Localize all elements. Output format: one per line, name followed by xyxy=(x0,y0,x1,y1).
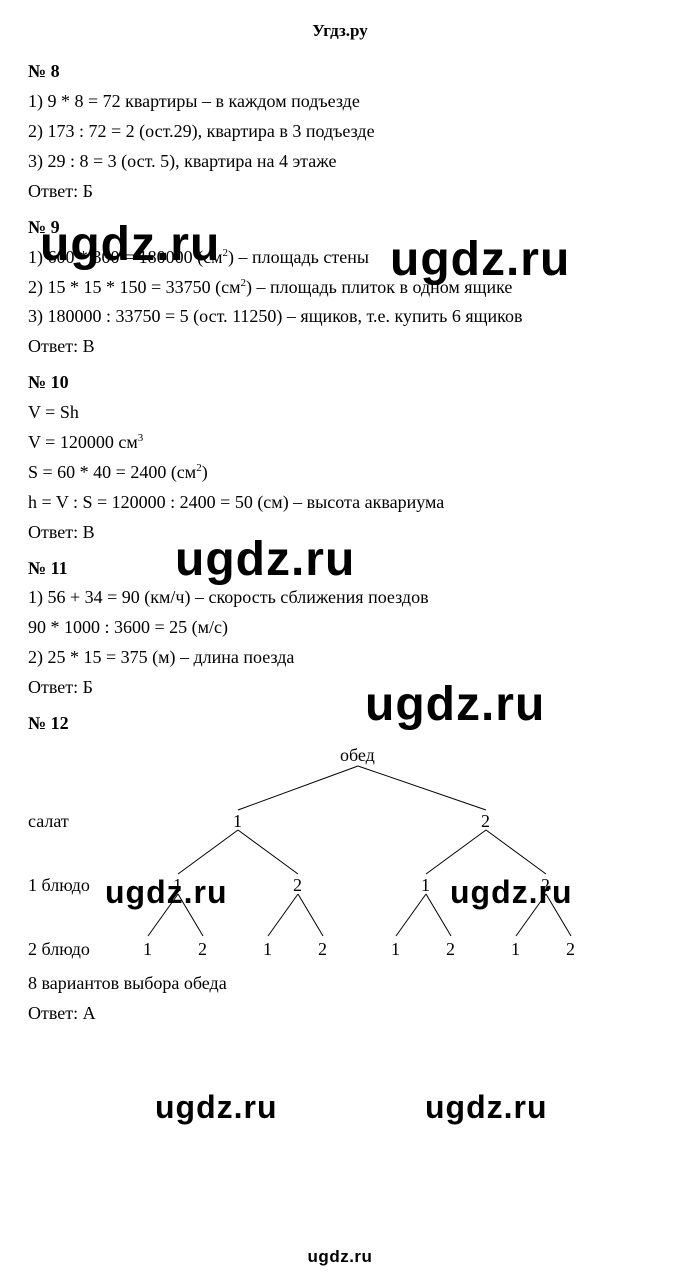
p11-line1: 1) 56 + 34 = 90 (км/ч) – скорость сближе… xyxy=(28,584,652,612)
tree-svg xyxy=(28,744,648,964)
p9-line2: 2) 15 * 15 * 150 = 33750 (см2) – площадь… xyxy=(28,274,652,302)
p9-line1: 1) 600 * 300 = 180000 (см2) – площадь ст… xyxy=(28,244,652,272)
tree-row1-label: салат xyxy=(28,808,69,836)
tree-l3: 1 xyxy=(263,936,272,964)
p10-l3b: ) xyxy=(202,462,208,482)
tree-n11: 1 xyxy=(173,872,182,900)
p10-answer: Ответ: В xyxy=(28,519,652,547)
p9-l2a: 2) 15 * 15 * 150 = 33750 (см xyxy=(28,277,241,297)
p8-line2: 2) 173 : 72 = 2 (ост.29), квартира в 3 п… xyxy=(28,118,652,146)
p9-l2b: ) – площадь плиток в одном ящике xyxy=(246,277,512,297)
page-header: Угдз.ру xyxy=(28,18,652,44)
p9-line3: 3) 180000 : 33750 = 5 (ост. 11250) – ящи… xyxy=(28,303,652,331)
p10-line4: h = V : S = 120000 : 2400 = 50 (см) – вы… xyxy=(28,489,652,517)
p10-l2a: V = 120000 см xyxy=(28,432,138,452)
tree-l8: 2 xyxy=(566,936,575,964)
p10-line2: V = 120000 см3 xyxy=(28,429,652,457)
p9-l1b: ) – площадь стены xyxy=(228,247,369,267)
p9-title: № 9 xyxy=(28,214,652,242)
watermark-7: ugdz.ru xyxy=(155,1083,278,1133)
p10-title: № 10 xyxy=(28,369,652,397)
p12-tree: обед салат 1 блюдо 2 блюдо 1 2 1 2 1 2 1… xyxy=(28,744,652,964)
p11-title: № 11 xyxy=(28,555,652,583)
tree-l6: 2 xyxy=(446,936,455,964)
p10-line3: S = 60 * 40 = 2400 (см2) xyxy=(28,459,652,487)
p10-l3a: S = 60 * 40 = 2400 (см xyxy=(28,462,196,482)
tree-l7: 1 xyxy=(511,936,520,964)
p8-title: № 8 xyxy=(28,58,652,86)
tree-row3-label: 2 блюдо xyxy=(28,936,90,964)
p10-l2-exp: 3 xyxy=(138,432,144,444)
p10-line1: V = Sh xyxy=(28,399,652,427)
tree-n1: 1 xyxy=(233,808,242,836)
p12-summary: 8 вариантов выбора обеда xyxy=(28,970,652,998)
tree-n22: 2 xyxy=(541,872,550,900)
tree-root: обед xyxy=(340,742,375,770)
tree-l2: 2 xyxy=(198,936,207,964)
watermark-8: ugdz.ru xyxy=(425,1083,548,1133)
tree-l5: 1 xyxy=(391,936,400,964)
tree-l4: 2 xyxy=(318,936,327,964)
p12-title: № 12 xyxy=(28,710,652,738)
tree-n2: 2 xyxy=(481,808,490,836)
p8-line3: 3) 29 : 8 = 3 (ост. 5), квартира на 4 эт… xyxy=(28,148,652,176)
p12-answer: Ответ: А xyxy=(28,1000,652,1028)
p8-answer: Ответ: Б xyxy=(28,178,652,206)
p8-line1: 1) 9 * 8 = 72 квартиры – в каждом подъез… xyxy=(28,88,652,116)
page-footer: ugdz.ru xyxy=(0,1244,680,1270)
p9-l1a: 1) 600 * 300 = 180000 (см xyxy=(28,247,223,267)
tree-n12: 2 xyxy=(293,872,302,900)
p11-line2: 90 * 1000 : 3600 = 25 (м/с) xyxy=(28,614,652,642)
p11-line3: 2) 25 * 15 = 375 (м) – длина поезда xyxy=(28,644,652,672)
tree-n21: 1 xyxy=(421,872,430,900)
tree-l1: 1 xyxy=(143,936,152,964)
tree-row2-label: 1 блюдо xyxy=(28,872,90,900)
p11-answer: Ответ: Б xyxy=(28,674,652,702)
p9-answer: Ответ: В xyxy=(28,333,652,361)
